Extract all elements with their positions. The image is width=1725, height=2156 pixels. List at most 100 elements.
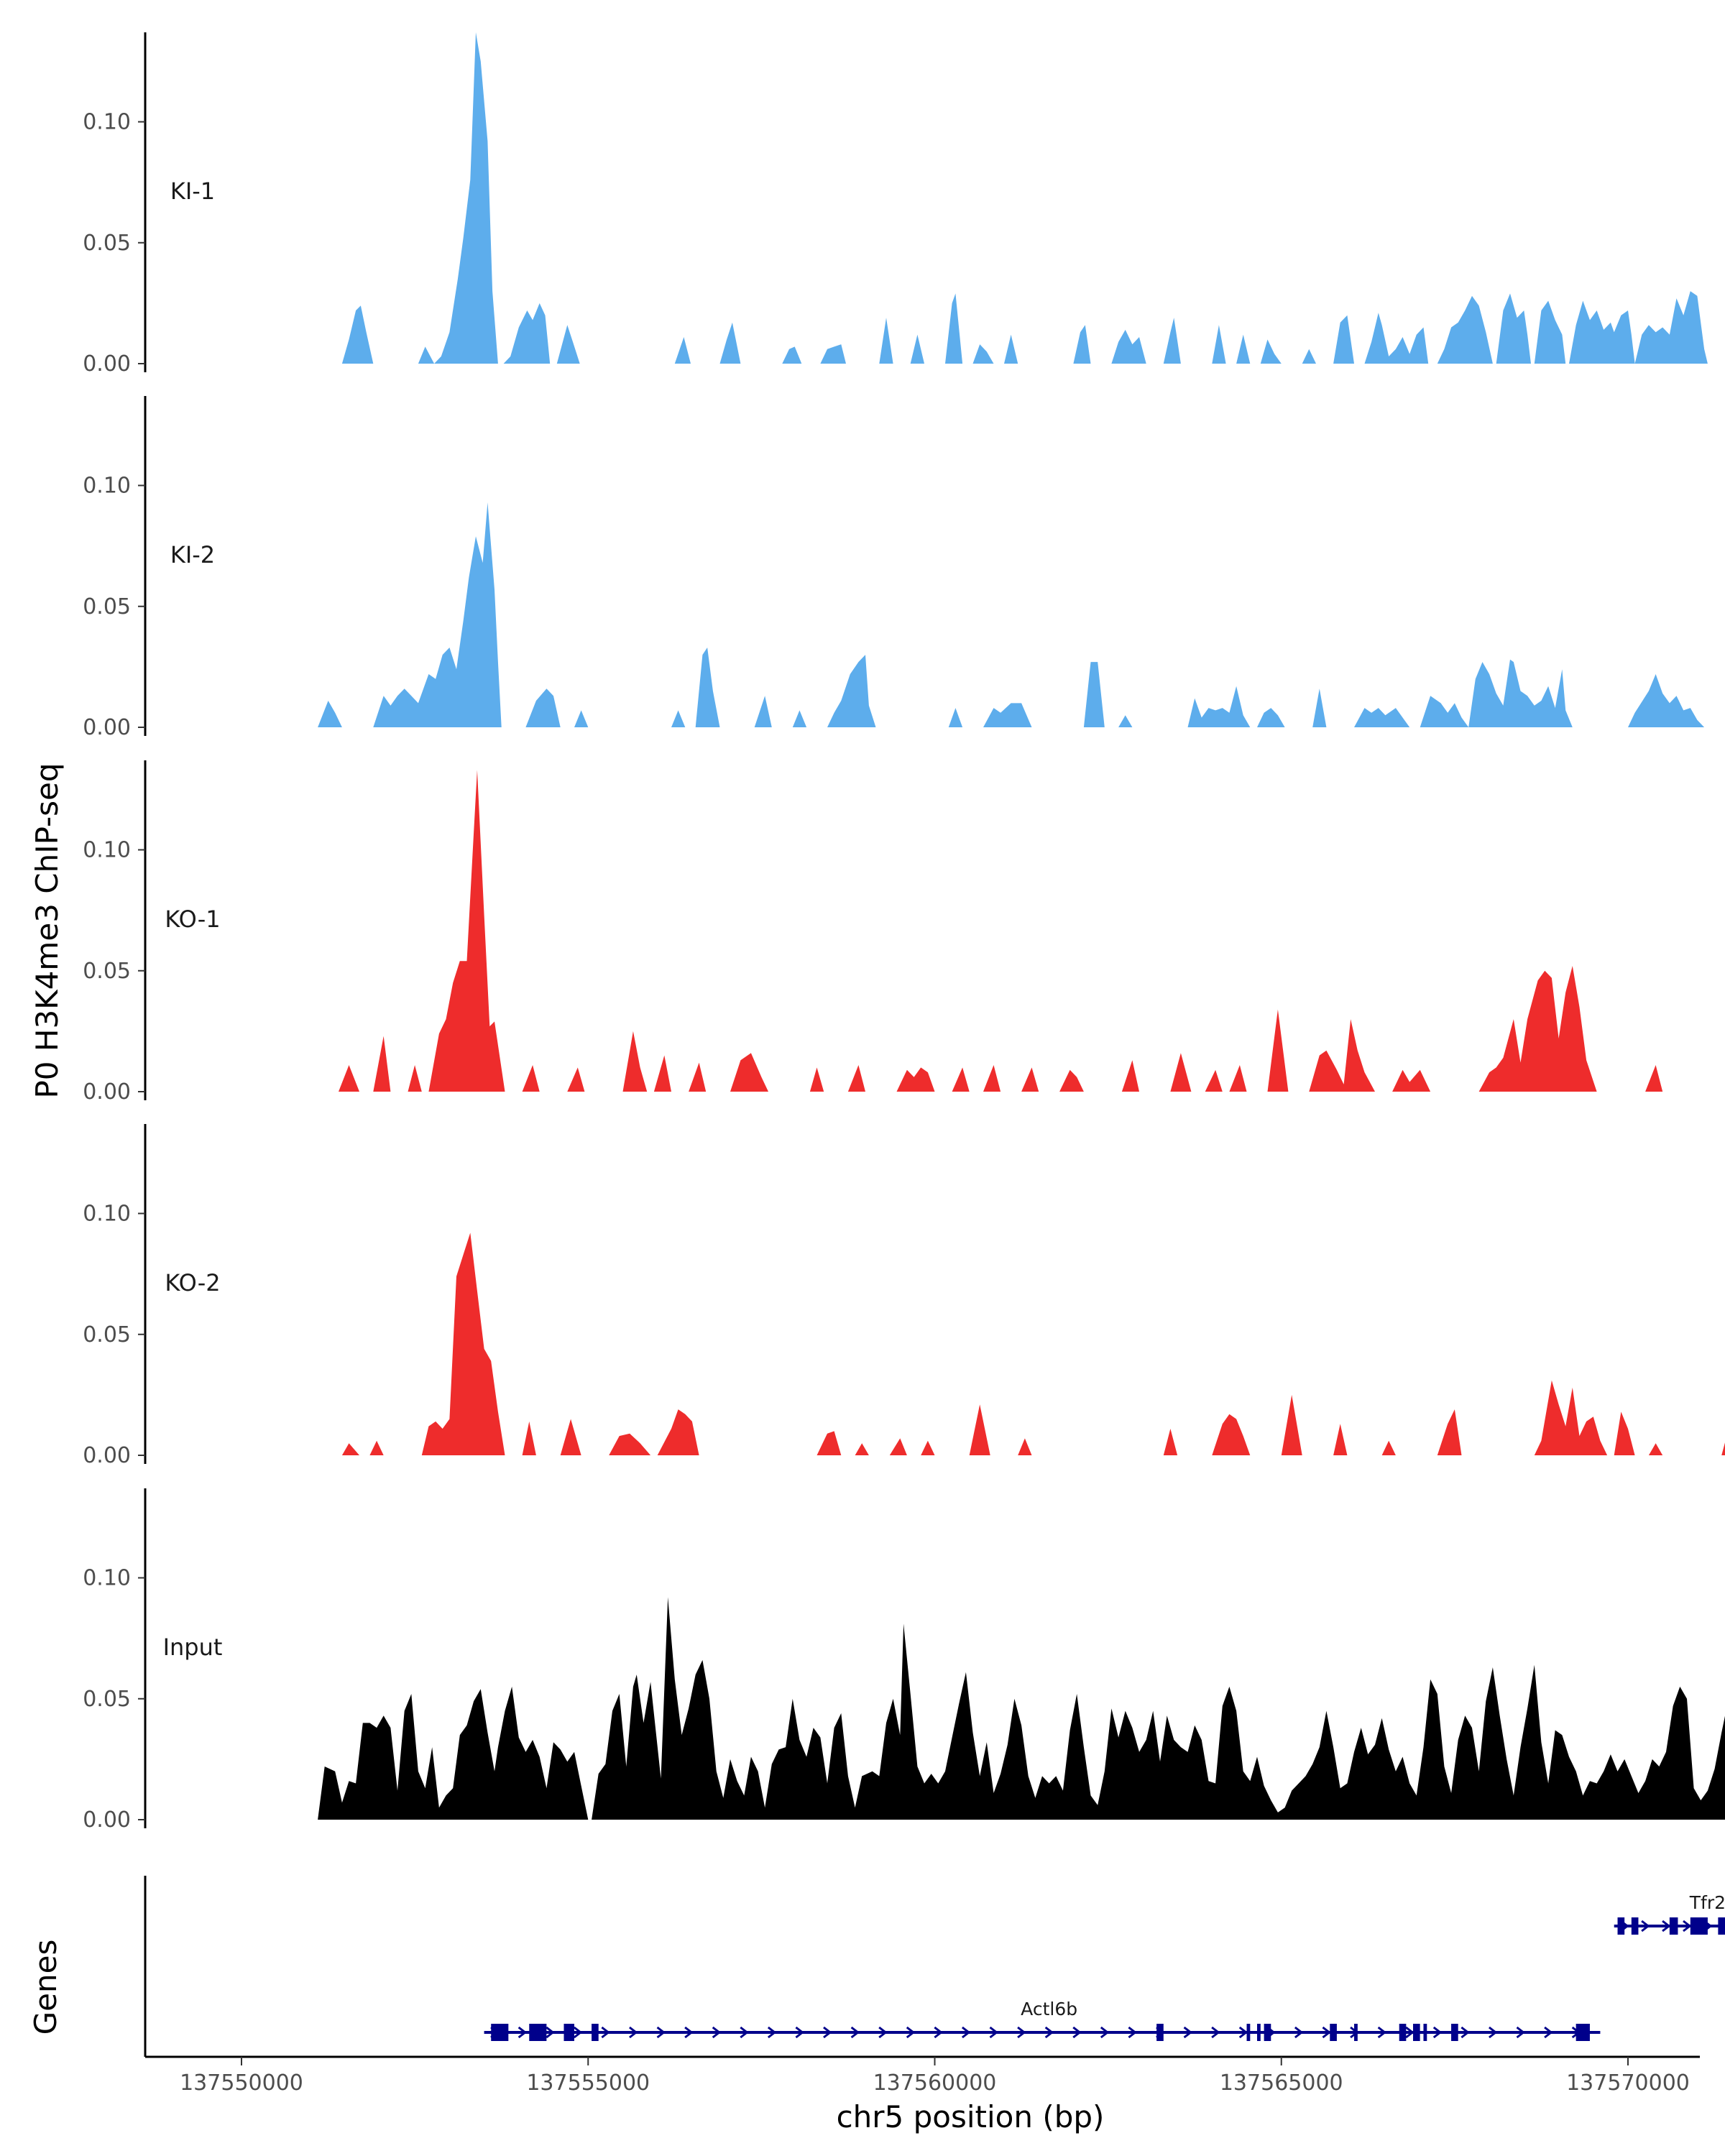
- gene-exon: [529, 2024, 547, 2041]
- y-tick-label: 0.05: [83, 1322, 131, 1348]
- y-tick-label: 0.05: [83, 1687, 131, 1712]
- strand-arrow: [961, 2026, 971, 2039]
- strand-arrow: [518, 2026, 528, 2039]
- strand-arrow: [1432, 2026, 1443, 2039]
- strand-arrow: [878, 2026, 888, 2039]
- track-label: Input: [163, 1634, 223, 1661]
- track-input: 0.00 0.05 0.10 Input: [83, 1488, 1725, 1833]
- strand-arrow: [767, 2026, 777, 2039]
- strand-arrow: [795, 2026, 804, 2039]
- signal-tracks: 0.00 0.05 0.10 KI-1 0.00 0.05 0.10 KI-2 0.00 0.05…: [83, 32, 1725, 1833]
- strand-arrow: [684, 2026, 694, 2039]
- signal-area-ko-2: [341, 1233, 1725, 1455]
- gene-exon: [491, 2024, 509, 2041]
- strand-arrow: [1128, 2026, 1137, 2039]
- strand-arrow: [1405, 2026, 1414, 2039]
- gene-exon: [1330, 2024, 1337, 2041]
- genes-track: Tfr2 Actl6b: [144, 1876, 1725, 2057]
- strand-arrow: [1183, 2026, 1192, 2039]
- track-label: KI-1: [170, 178, 215, 205]
- gene-exon: [1423, 2024, 1427, 2041]
- strand-arrow: [1238, 2026, 1248, 2039]
- gene-exon: [1617, 1917, 1625, 1935]
- gene-exon: [1631, 1917, 1639, 1935]
- strand-arrow: [1211, 2026, 1220, 2039]
- gene-tfr2: Tfr2: [1614, 1892, 1725, 1935]
- gene-exon: [1576, 2024, 1590, 2041]
- signal-area-ki-1: [341, 32, 1725, 364]
- gene-exon: [1156, 2024, 1164, 2041]
- strand-arrow: [629, 2026, 638, 2039]
- y-axis-title: P0 H3K4me3 ChIP-seq: [29, 763, 65, 1098]
- strand-arrow: [1488, 2026, 1498, 2039]
- signal-area-ko-1: [339, 770, 1725, 1092]
- gene-exon: [1718, 1917, 1725, 1935]
- gene-exon: [592, 2024, 599, 2041]
- gene-exon: [1413, 2024, 1420, 2041]
- strand-arrow: [1044, 2026, 1054, 2039]
- strand-arrow: [1072, 2026, 1082, 2039]
- strand-arrow: [601, 2026, 610, 2039]
- strand-arrow: [1322, 2026, 1331, 2039]
- strand-arrow: [989, 2026, 998, 2039]
- strand-arrow: [1641, 1920, 1650, 1932]
- strand-arrow: [1017, 2026, 1026, 2039]
- x-tick-label: 137560000: [873, 2070, 997, 2096]
- y-tick-label: 0.00: [83, 715, 131, 740]
- gene-exon: [1451, 2024, 1458, 2041]
- strand-arrow: [823, 2026, 832, 2039]
- strand-arrow: [1662, 1920, 1671, 1932]
- y-tick-label: 0.00: [83, 1443, 131, 1468]
- strand-arrow: [656, 2026, 666, 2039]
- strand-arrow: [1544, 2026, 1553, 2039]
- y-tick-label: 0.10: [83, 110, 131, 135]
- y-tick-label: 0.10: [83, 474, 131, 499]
- gene-exon: [1246, 2024, 1251, 2041]
- gene-actl6b: Actl6b: [484, 1999, 1601, 2041]
- gene-exon: [1399, 2024, 1407, 2041]
- strand-arrow: [1516, 2026, 1525, 2039]
- y-tick-label: 0.05: [83, 231, 131, 256]
- gene-exon: [1256, 2024, 1261, 2041]
- strand-arrow: [1100, 2026, 1110, 2039]
- y-tick-label: 0.10: [83, 1202, 131, 1227]
- genes-track-label: Genes: [28, 1940, 63, 2035]
- x-tick-label: 137555000: [526, 2070, 650, 2096]
- strand-arrow: [740, 2026, 749, 2039]
- track-label: KI-2: [170, 541, 215, 568]
- strand-arrow: [1683, 1920, 1692, 1932]
- strand-arrow: [1460, 2026, 1470, 2039]
- strand-arrow: [906, 2026, 916, 2039]
- track-ki-2: 0.00 0.05 0.10 KI-2: [83, 396, 1705, 740]
- gene-label: Actl6b: [1021, 1999, 1077, 2019]
- y-tick-label: 0.00: [83, 351, 131, 377]
- strand-arrow: [934, 2026, 943, 2039]
- y-tick-label: 0.00: [83, 1079, 131, 1105]
- track-label: KO-2: [165, 1269, 220, 1296]
- track-ko-1: 0.00 0.05 0.10 KO-1: [83, 760, 1725, 1105]
- x-axis: 137550000 137555000 137560000 137565000 1375…: [145, 2055, 1700, 2096]
- strand-arrow: [1377, 2026, 1387, 2039]
- signal-area-ki-2: [318, 502, 1705, 727]
- strand-arrow: [850, 2026, 860, 2039]
- strand-arrow: [546, 2026, 555, 2039]
- gene-label: Tfr2: [1689, 1892, 1725, 1913]
- strand-arrow: [1294, 2026, 1304, 2039]
- y-tick-label: 0.10: [83, 838, 131, 863]
- strand-arrow: [573, 2026, 583, 2039]
- x-axis-title: chr5 position (bp): [837, 2099, 1105, 2134]
- y-tick-label: 0.05: [83, 959, 131, 984]
- x-tick-label: 137565000: [1220, 2070, 1343, 2096]
- x-tick-label: 137550000: [180, 2070, 303, 2096]
- y-tick-label: 0.00: [83, 1807, 131, 1833]
- gene-exon: [1690, 1917, 1708, 1935]
- gene-exon: [1264, 2024, 1271, 2041]
- y-tick-label: 0.05: [83, 594, 131, 619]
- y-tick-label: 0.10: [83, 1566, 131, 1591]
- track-ki-1: 0.00 0.05 0.10 KI-1: [83, 32, 1725, 377]
- gene-exon: [1669, 1917, 1678, 1935]
- track-label: KO-1: [165, 906, 220, 933]
- track-ko-2: 0.00 0.05 0.10 KO-2: [83, 1124, 1725, 1468]
- gene-exon: [564, 2024, 574, 2041]
